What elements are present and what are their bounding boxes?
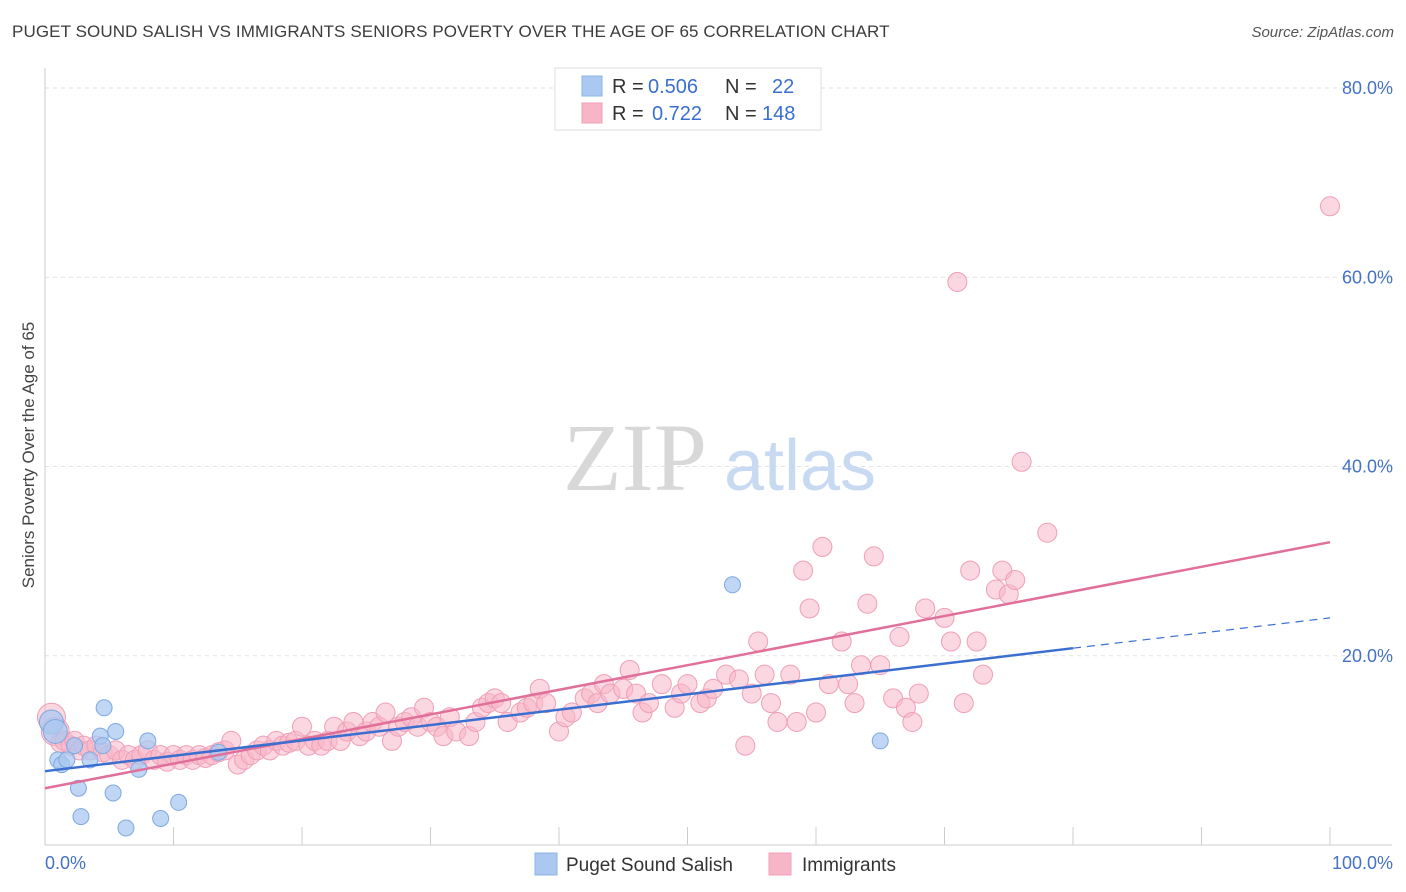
immigrants-point-101 <box>741 683 762 704</box>
legend-swatch-immigrants <box>581 102 603 124</box>
immigrants-point-102 <box>748 631 769 652</box>
puget-point-6 <box>69 779 87 797</box>
puget-point-20 <box>723 576 741 594</box>
immigrants-trend-line <box>44 540 1331 790</box>
puget-point-11 <box>95 699 113 717</box>
immigrants-point-110 <box>806 702 826 723</box>
puget-point-1 <box>42 718 68 744</box>
immigrants-point-139 <box>1320 196 1340 217</box>
puget-point-7 <box>72 808 90 826</box>
watermark-atlas: atlas <box>724 426 876 506</box>
immigrants-point-127 <box>940 631 961 652</box>
puget-point-14 <box>117 819 135 837</box>
bottom-legend-swatch-puget <box>534 852 558 876</box>
legend-r-value-0: 0.506 <box>648 76 698 98</box>
y-tick-label-3: 80.0% <box>1342 78 1393 98</box>
legend-n-label-1: N = <box>725 103 757 125</box>
immigrants-point-115 <box>844 693 865 714</box>
y-tick-label-1: 40.0% <box>1342 457 1393 477</box>
puget-points <box>38 576 889 837</box>
bottom-legend-swatch-immigrants <box>768 852 792 876</box>
immigrants-point-132 <box>973 664 994 685</box>
source-label: Source: ZipAtlas.com <box>1251 24 1394 41</box>
immigrants-point-100 <box>735 735 756 756</box>
y-tick-label-0: 20.0% <box>1342 646 1393 666</box>
x-tick-label-1: 100.0% <box>1332 853 1393 873</box>
bottom-legend: Puget Sound Salish Immigrants <box>534 852 896 876</box>
x-tick-label-0: 0.0% <box>45 853 86 873</box>
grid-lines <box>45 87 1392 657</box>
immigrants-point-136 <box>1005 570 1026 591</box>
immigrants-point-90 <box>638 693 659 714</box>
immigrants-point-111 <box>812 536 833 557</box>
legend-n-value-1: 148 <box>762 103 795 125</box>
puget-point-17 <box>152 810 170 828</box>
immigrants-point-130 <box>960 560 981 581</box>
immigrants-point-138 <box>1037 522 1058 543</box>
immigrants-point-129 <box>953 693 974 714</box>
puget-point-4 <box>58 751 76 769</box>
immigrants-point-118 <box>863 546 884 567</box>
puget-trend-line <box>44 646 1074 773</box>
immigrants-point-131 <box>966 631 987 652</box>
puget-point-5 <box>66 737 84 755</box>
bottom-legend-label-puget: Puget Sound Salish <box>566 855 733 876</box>
immigrants-point-77 <box>536 693 557 714</box>
puget-point-12 <box>104 784 122 802</box>
axes <box>44 68 1392 846</box>
immigrants-point-128 <box>947 271 968 292</box>
puget-point-13 <box>107 722 125 740</box>
immigrants-point-94 <box>677 674 698 695</box>
immigrants-point-121 <box>889 626 910 647</box>
legend-box: R = 0.506 N = 22 R = 0.722 N = 148 <box>554 67 822 131</box>
immigrants-point-114 <box>838 674 859 695</box>
legend-r-value-1: 0.722 <box>652 103 702 125</box>
chart-title: PUGET SOUND SALISH VS IMMIGRANTS SENIORS… <box>12 22 890 41</box>
legend-swatch-puget <box>581 75 603 97</box>
puget-point-18 <box>170 793 188 811</box>
y-tick-label-2: 60.0% <box>1342 267 1393 287</box>
immigrants-point-30 <box>221 730 242 751</box>
immigrants-point-137 <box>1011 451 1032 472</box>
immigrants-point-108 <box>793 560 814 581</box>
tick-labels: 20.0% 40.0% 60.0% 80.0% 0.0% 100.0% <box>45 78 1393 873</box>
immigrants-point-106 <box>780 664 801 685</box>
immigrants-point-91 <box>651 674 672 695</box>
trend-lines <box>44 540 1331 790</box>
immigrants-point-105 <box>767 711 788 732</box>
immigrants-point-124 <box>908 683 929 704</box>
immigrants-point-109 <box>799 598 820 619</box>
puget-point-21 <box>871 732 889 750</box>
watermark: ZIP atlas <box>563 404 876 511</box>
legend-n-value-0: 22 <box>772 76 794 98</box>
immigrants-point-117 <box>857 593 878 614</box>
puget-point-16 <box>139 732 157 750</box>
immigrants-point-103 <box>754 664 775 685</box>
y-axis-label: Seniors Poverty Over the Age of 65 <box>19 322 38 588</box>
puget-trend-extension <box>1072 617 1331 649</box>
puget-point-10 <box>94 737 112 755</box>
immigrants-point-123 <box>902 711 923 732</box>
puget-point-8 <box>81 751 99 769</box>
legend-n-label-0: N = <box>725 76 757 98</box>
watermark-zip: ZIP <box>563 404 707 511</box>
legend-r-label-0: R = <box>612 76 644 98</box>
legend-r-label-1: R = <box>612 103 644 125</box>
immigrants-point-41 <box>292 716 312 737</box>
immigrants-point-125 <box>915 598 936 619</box>
immigrants-point-107 <box>786 711 807 732</box>
bottom-legend-label-immigrants: Immigrants <box>802 855 896 876</box>
immigrants-point-104 <box>761 693 782 714</box>
